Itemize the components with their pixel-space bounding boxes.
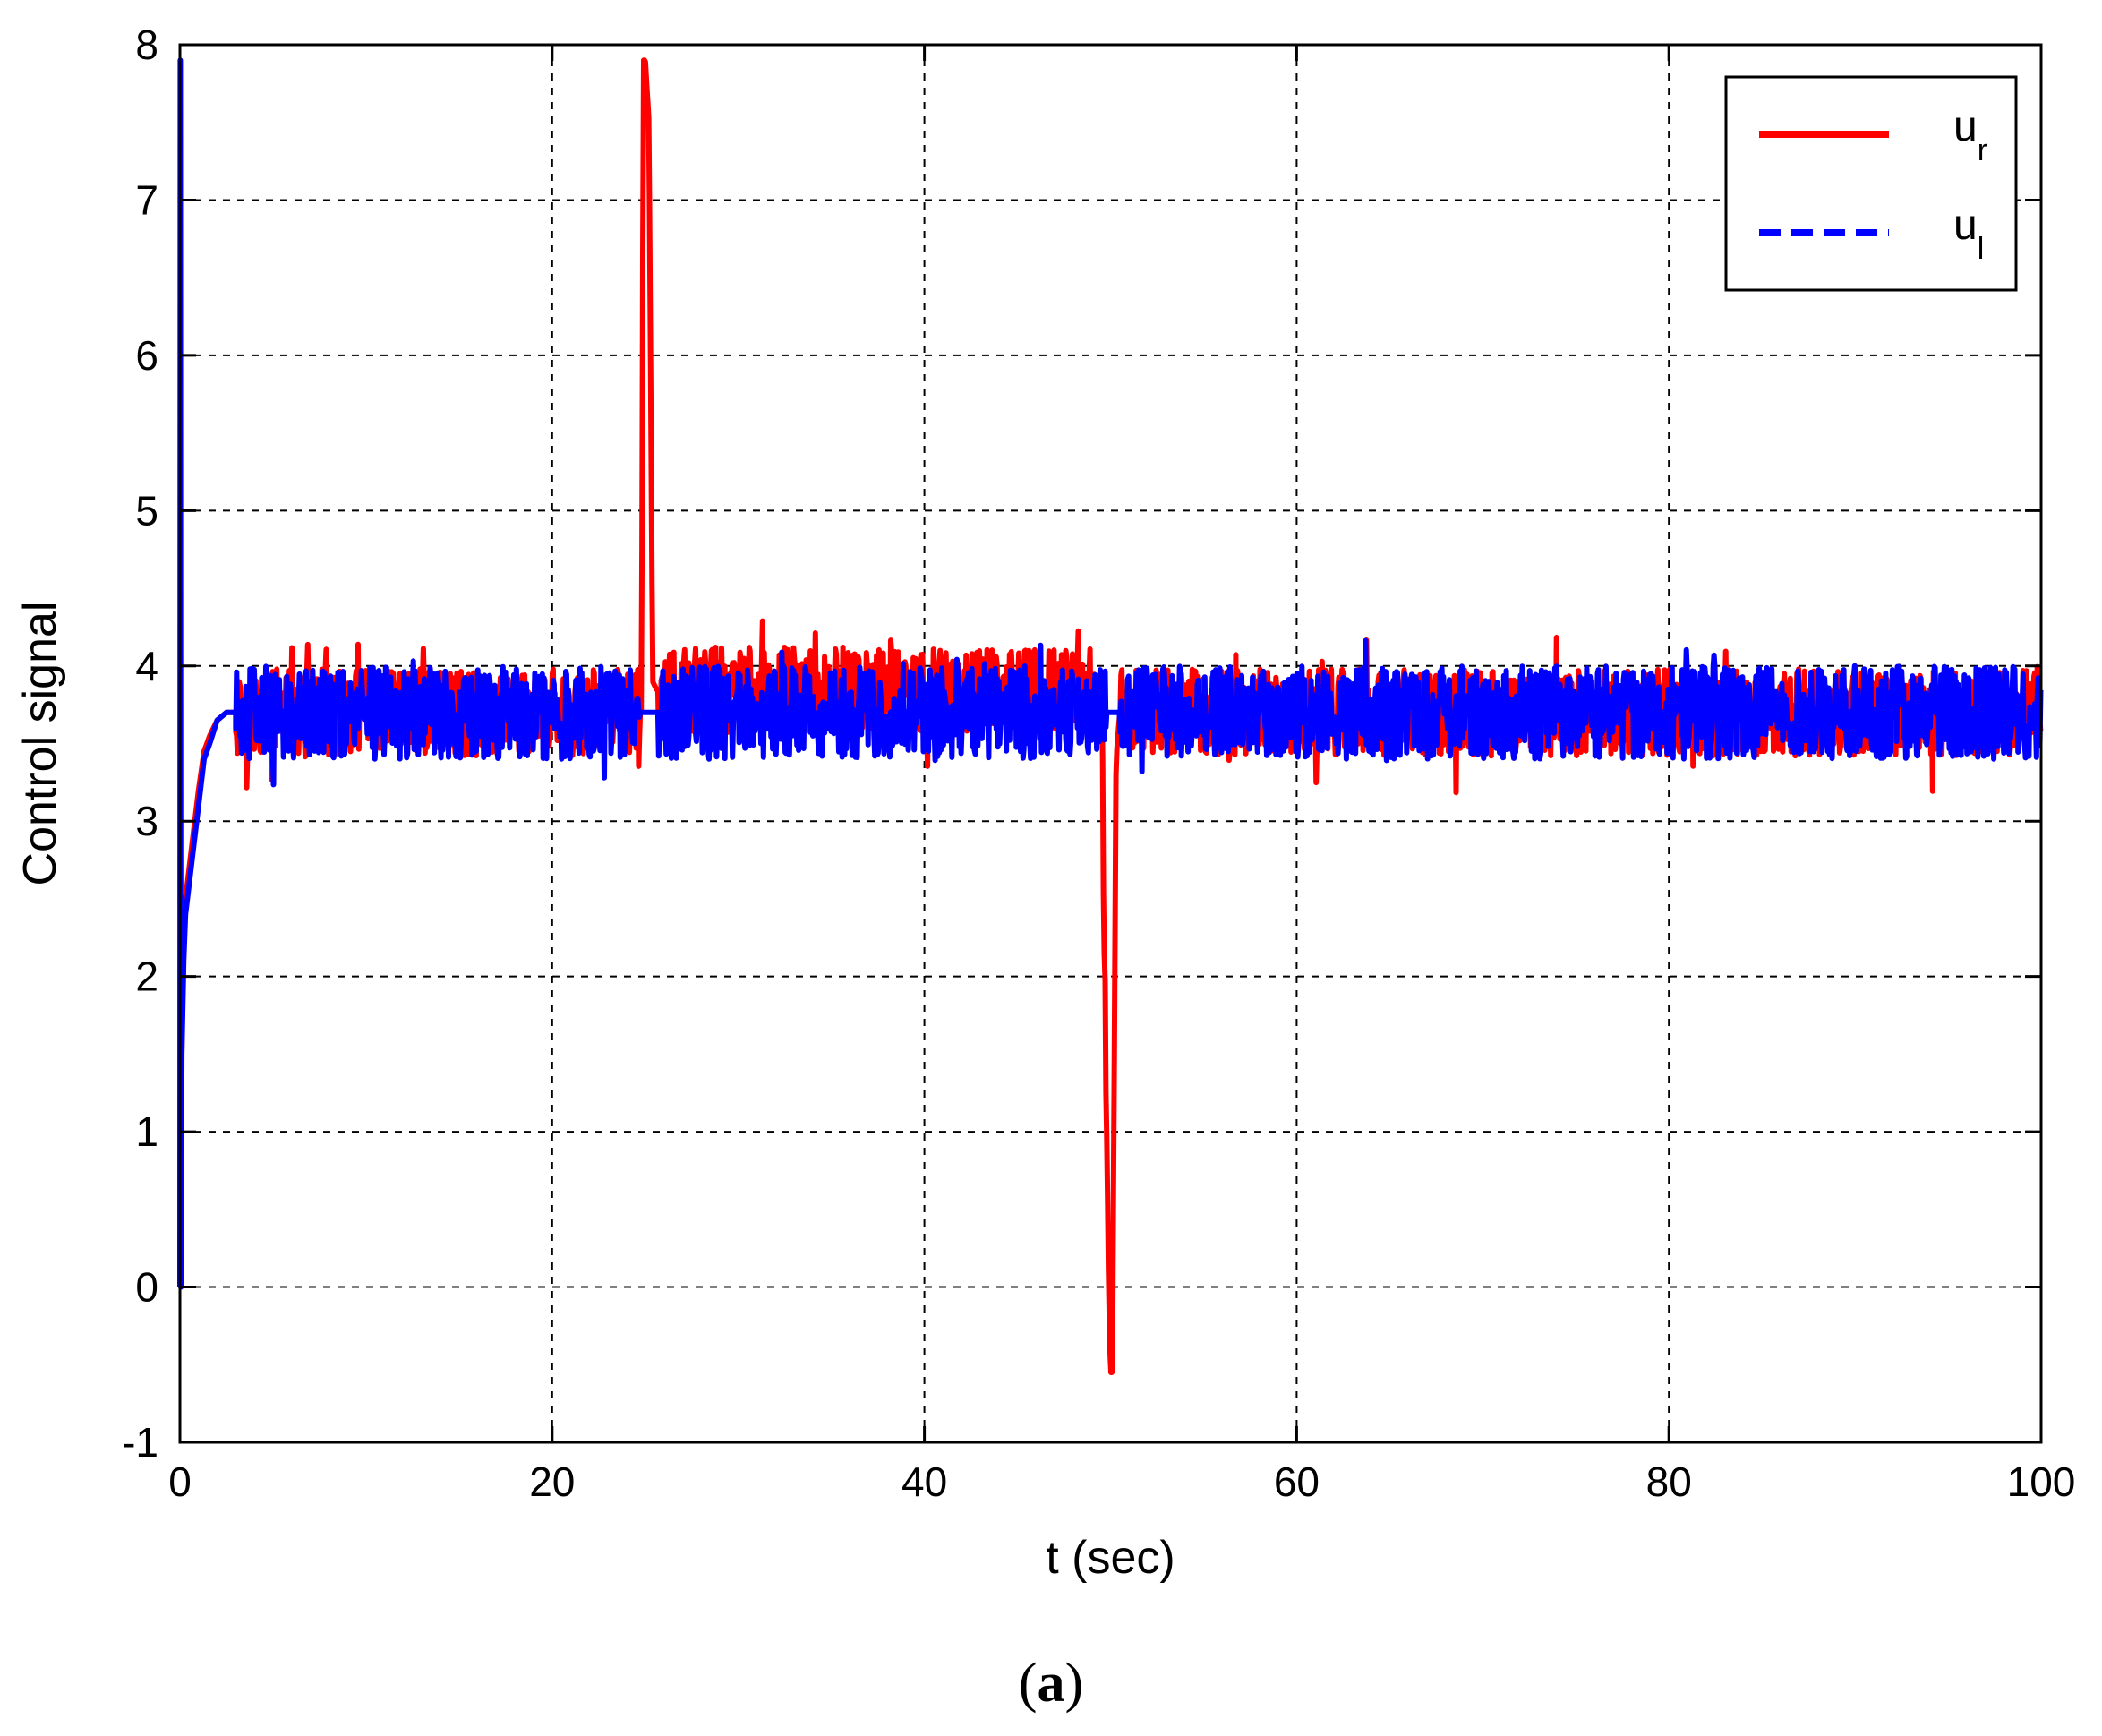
y-tick-label-4: 3 (135, 798, 158, 844)
y-tick-label-7: 6 (135, 332, 158, 379)
legend-label-ur: ur (1953, 103, 1987, 167)
x-tick-label-3: 60 (1274, 1458, 1320, 1505)
y-tick-label-5: 4 (135, 643, 158, 689)
figure-caption: (a) (1019, 1653, 1083, 1714)
y-tick-label-0: -1 (122, 1419, 158, 1466)
y-axis-label: Control signal (14, 602, 66, 886)
x-tick-label-2: 40 (901, 1458, 947, 1505)
y-tick-label-8: 7 (135, 176, 158, 223)
x-tick-label-4: 80 (1646, 1458, 1692, 1505)
y-tick-label-3: 2 (135, 954, 158, 1000)
x-tick-label-0: 0 (168, 1458, 192, 1505)
y-tick-label-6: 5 (135, 487, 158, 534)
y-tick-label-2: 1 (135, 1108, 158, 1155)
legend-box (1724, 75, 2018, 292)
series-layer (177, 57, 2044, 1375)
grid-lines (180, 45, 2041, 1442)
legend-label-ul: ul (1953, 201, 1984, 266)
x-tick-label-1: 20 (529, 1458, 575, 1505)
x-axis-label: t (sec) (1046, 1532, 1175, 1584)
y-tick-label-1: 0 (135, 1264, 158, 1311)
series-line-ul (177, 57, 2044, 1290)
legend: ur ul (1724, 75, 2018, 292)
y-tick-label-9: 8 (135, 21, 158, 68)
x-tick-label-5: 100 (2007, 1458, 2076, 1505)
plot-frame (178, 43, 2043, 1444)
